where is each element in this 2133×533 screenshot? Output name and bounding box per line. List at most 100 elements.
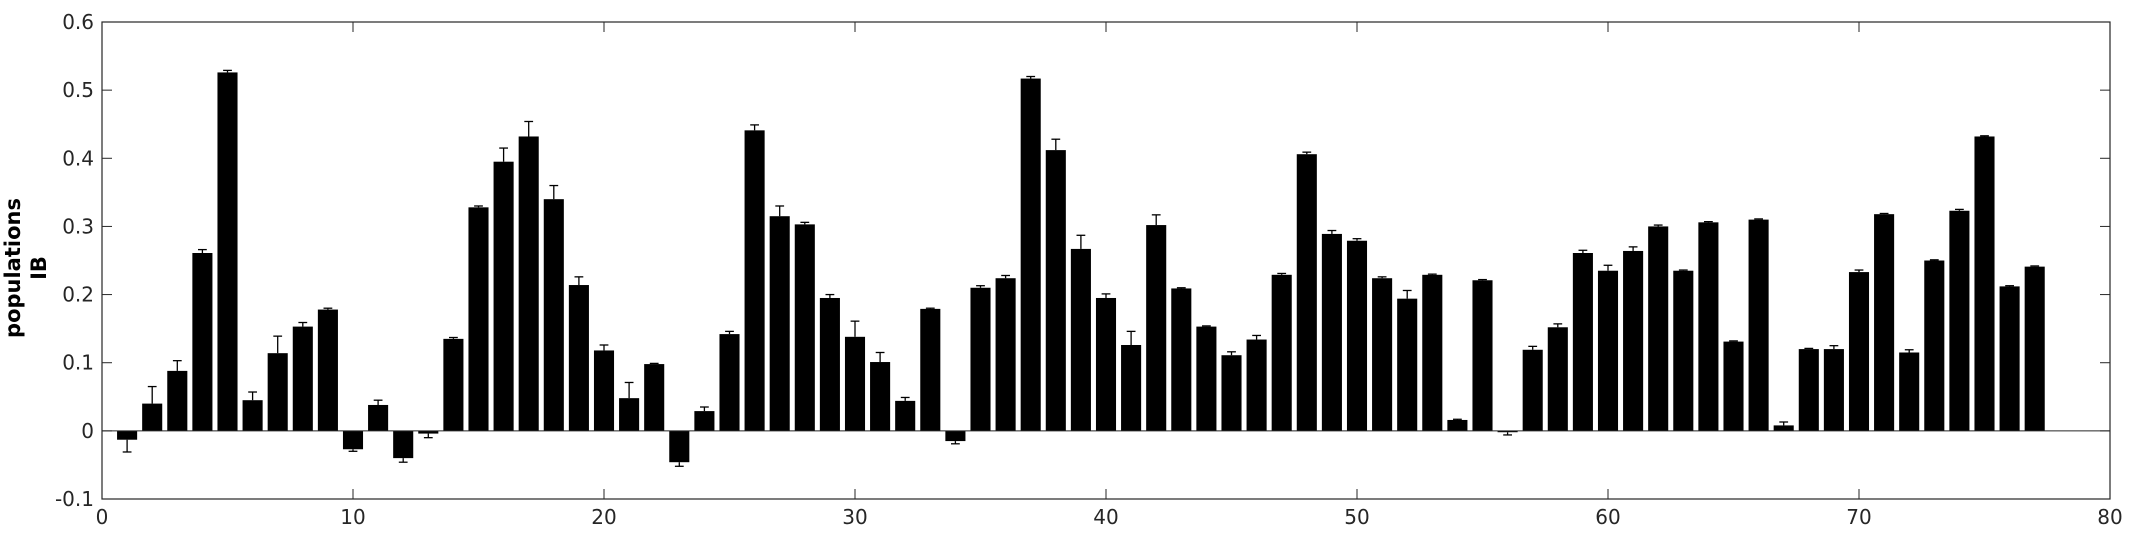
bar-71 [1874, 214, 1895, 431]
bar-43 [1171, 288, 1192, 431]
xtick-label-2: 20 [591, 505, 616, 529]
bars-layer [117, 72, 2045, 463]
bar-56 [1497, 430, 1518, 433]
ytick-label-6: 0.5 [62, 78, 94, 102]
bar-22 [644, 364, 665, 431]
bar-11 [368, 404, 389, 431]
bar-16 [493, 161, 514, 431]
xtick-label-3: 30 [842, 505, 867, 529]
bar-44 [1196, 326, 1217, 431]
ytick-label-0: -0.1 [55, 487, 94, 511]
bar-9 [317, 309, 338, 431]
bar-52 [1397, 298, 1418, 431]
ytick-label-1: 0 [81, 419, 94, 443]
bar-15 [468, 207, 489, 431]
bar-27 [769, 216, 790, 431]
bar-20 [593, 350, 615, 431]
bar-50 [1346, 240, 1368, 431]
bar-8 [292, 326, 313, 431]
bar-39 [1070, 248, 1091, 431]
bar-60 [1597, 270, 1619, 431]
bar-6 [242, 400, 263, 431]
bar-1 [117, 430, 138, 440]
bar-14 [443, 338, 464, 431]
bar-21 [619, 398, 640, 431]
bar-47 [1271, 274, 1292, 431]
bar-26 [744, 130, 765, 431]
bar-63 [1673, 270, 1694, 431]
bar-55 [1472, 280, 1493, 431]
bar-32 [895, 400, 916, 431]
bar-31 [870, 362, 891, 431]
y-axis-label-line2: IB [27, 256, 51, 280]
bar-67 [1773, 425, 1794, 431]
bar-38 [1045, 150, 1066, 431]
bar-30 [844, 336, 866, 431]
bar-64 [1698, 222, 1719, 431]
bar-69 [1823, 349, 1844, 431]
bar-54 [1447, 419, 1468, 431]
bar-17 [518, 136, 539, 431]
bar-18 [543, 199, 564, 431]
bar-5 [217, 72, 238, 431]
bar-46 [1246, 339, 1267, 431]
y-axis-label-line1: populations [1, 198, 25, 338]
xtick-label-7: 70 [1846, 505, 1871, 529]
bar-72 [1899, 352, 1920, 431]
bar-23 [669, 430, 690, 463]
bar-34 [945, 430, 966, 442]
xtick-label-6: 60 [1595, 505, 1620, 529]
bar-28 [794, 224, 815, 431]
bar-73 [1924, 260, 1945, 431]
bar-24 [694, 411, 715, 431]
bar-49 [1321, 233, 1342, 431]
x-axis-tick-labels: 0 10 20 30 40 50 60 70 80 [96, 505, 2123, 529]
bar-66 [1748, 219, 1769, 431]
axis-ticks [101, 21, 2111, 500]
bar-48 [1296, 154, 1317, 431]
ytick-label-3: 0.2 [62, 283, 94, 307]
bar-65 [1723, 341, 1744, 431]
y-axis-tick-labels: -0.1 0 0.1 0.2 0.3 0.4 0.5 0.6 [55, 10, 94, 511]
bar-36 [995, 278, 1016, 431]
bar-76 [1999, 286, 2020, 431]
bar-35 [970, 287, 991, 431]
bar-75 [1974, 136, 1995, 431]
bar-13 [418, 430, 439, 434]
ytick-label-5: 0.4 [62, 146, 94, 170]
bar-68 [1798, 349, 1819, 431]
bar-40 [1095, 297, 1117, 431]
bar-19 [568, 285, 589, 431]
bar-2 [142, 403, 163, 431]
bar-45 [1221, 355, 1242, 431]
bar-53 [1422, 274, 1443, 431]
xtick-label-0: 0 [96, 505, 109, 529]
errorbars-layer [122, 69, 2040, 467]
bar-41 [1121, 344, 1142, 431]
bar-77 [2024, 266, 2045, 431]
ytick-label-2: 0.1 [62, 351, 94, 375]
bar-61 [1623, 250, 1644, 431]
xtick-label-1: 10 [340, 505, 365, 529]
bar-37 [1020, 78, 1041, 431]
xtick-label-8: 80 [2097, 505, 2122, 529]
bar-3 [167, 370, 188, 431]
bar-10 [342, 430, 364, 450]
bar-25 [719, 334, 740, 431]
bar-7 [267, 353, 288, 431]
bar-58 [1547, 327, 1568, 431]
xtick-label-5: 50 [1344, 505, 1369, 529]
bar-29 [819, 297, 840, 431]
bar-42 [1146, 225, 1167, 431]
bar-51 [1372, 278, 1393, 431]
bar-59 [1572, 253, 1593, 431]
bar-4 [192, 253, 213, 431]
ytick-label-7: 0.6 [62, 10, 94, 34]
bar-57 [1522, 349, 1543, 431]
bar-33 [920, 308, 941, 431]
bar-70 [1848, 272, 1870, 431]
xtick-label-4: 40 [1093, 505, 1118, 529]
bar-62 [1648, 226, 1669, 431]
bar-12 [393, 430, 414, 459]
